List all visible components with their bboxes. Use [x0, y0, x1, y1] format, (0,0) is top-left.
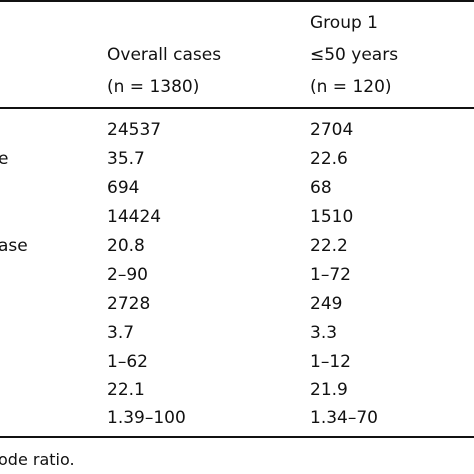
overall-value: 694	[107, 178, 140, 198]
group1-value: 1.34–70	[310, 408, 378, 428]
header-overall-n: (n = 1380)	[107, 77, 200, 97]
group1-value: 22.2	[310, 236, 348, 256]
table-bottom-rule	[0, 436, 474, 438]
overall-value: 2728	[107, 294, 151, 314]
overall-value: 14424	[107, 207, 162, 227]
header-group1-n: (n = 120)	[310, 77, 392, 97]
header-overall-title: Overall cases	[107, 45, 222, 65]
overall-value: 35.7	[107, 149, 145, 169]
group1-value: 1–12	[310, 352, 351, 372]
overall-value: 1–62	[107, 352, 148, 372]
overall-value: 3.7	[107, 323, 135, 343]
table-header-rule	[0, 107, 474, 109]
header-group1-title: Group 1	[310, 13, 378, 33]
group1-value: 2704	[310, 120, 354, 140]
group1-value: 1510	[310, 207, 354, 227]
overall-value: 22.1	[107, 380, 145, 400]
header-group1-age: ≤50 years	[310, 45, 399, 65]
group1-value: 22.6	[310, 149, 348, 169]
overall-value: 1.39–100	[107, 408, 186, 428]
overall-value: 2–90	[107, 265, 148, 285]
overall-value: 20.8	[107, 236, 145, 256]
table-top-rule	[0, 0, 474, 2]
row-label: e	[0, 149, 9, 169]
group1-value: 1–72	[310, 265, 351, 285]
group1-value: 21.9	[310, 380, 348, 400]
row-label: ase	[0, 236, 28, 256]
group1-value: 249	[310, 294, 343, 314]
group1-value: 3.3	[310, 323, 338, 343]
table-footnote: ode ratio.	[0, 450, 75, 469]
overall-value: 24537	[107, 120, 162, 140]
group1-value: 68	[310, 178, 332, 198]
